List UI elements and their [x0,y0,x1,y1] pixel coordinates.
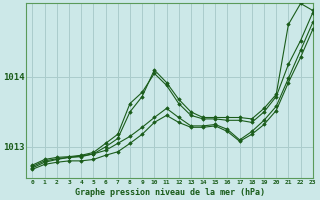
X-axis label: Graphe pression niveau de la mer (hPa): Graphe pression niveau de la mer (hPa) [75,188,265,197]
